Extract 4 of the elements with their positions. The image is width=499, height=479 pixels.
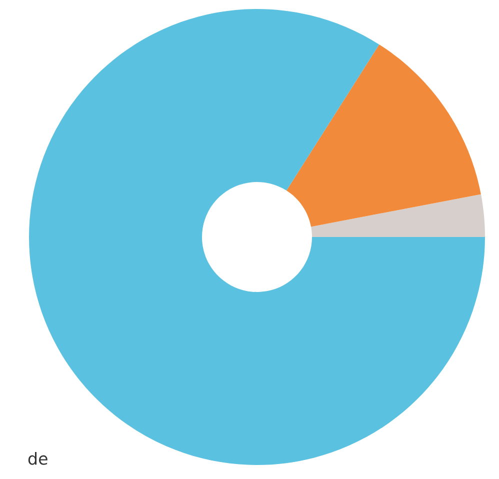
donut-slice — [29, 9, 485, 465]
text: de — [28, 452, 48, 465]
donut-slice — [286, 44, 481, 227]
donut-slice — [311, 194, 485, 237]
